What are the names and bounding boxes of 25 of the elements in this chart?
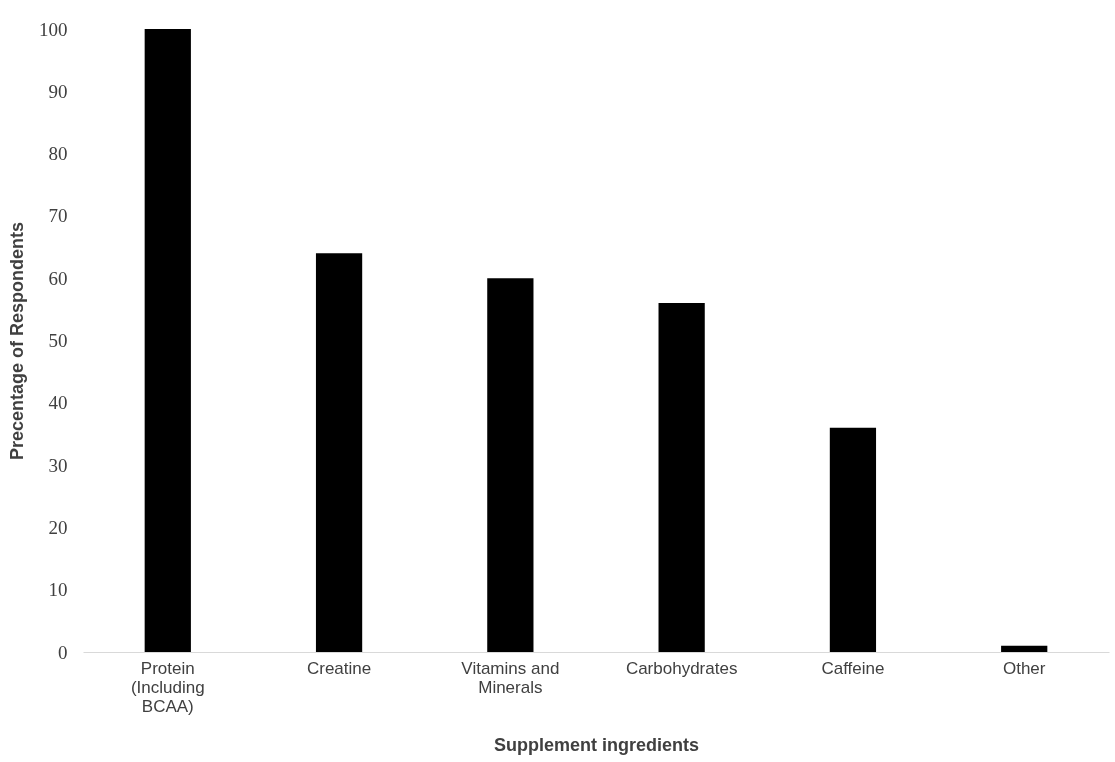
bar [487,278,534,652]
bar [658,303,705,652]
bar [144,29,191,652]
x-axis-title: Supplement ingredients [493,734,700,755]
x-tick-label: Other [1002,658,1046,678]
y-tick-label: 100 [39,18,68,40]
x-tick-label: Creatine [306,658,372,678]
y-tick-label: 60 [48,267,68,289]
x-tick-label: Caffeine [821,658,885,678]
y-tick-label: 10 [48,579,68,601]
y-tick-label: 20 [48,516,68,538]
y-tick-label: 30 [48,454,68,476]
y-tick-label: 70 [48,205,68,227]
x-tick-label: Carbohydrates [625,658,738,678]
bar [1001,645,1048,652]
y-tick-label: 0 [58,641,68,663]
x-tick-label: Protein (Including BCAA) [130,658,205,716]
y-tick-label: 50 [48,330,68,351]
bar [315,253,363,652]
y-axis-title: Precentage of Respondents [7,221,27,461]
bar [829,427,877,652]
x-tick-label: Vitamins and Minerals [461,658,560,697]
y-tick-label: 90 [48,80,68,102]
y-tick-label: 80 [48,143,68,165]
y-tick-label: 40 [48,392,68,414]
